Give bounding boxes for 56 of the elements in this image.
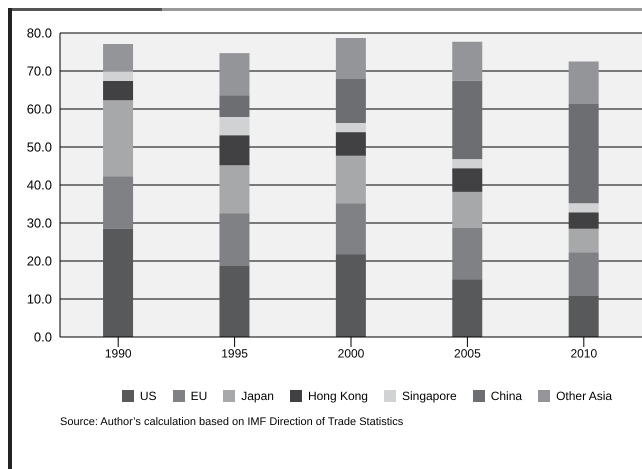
x-tick-label: 1990 xyxy=(104,346,132,361)
bar xyxy=(103,100,134,176)
bar xyxy=(568,104,599,204)
legend-label: EU xyxy=(190,389,208,403)
x-tick-label: 2010 xyxy=(570,346,598,361)
y-tick-label: 30.0 xyxy=(26,216,52,231)
bar xyxy=(452,80,482,160)
bar xyxy=(568,252,599,296)
bar xyxy=(103,176,134,229)
bar xyxy=(452,168,482,192)
bar xyxy=(568,228,599,252)
bar xyxy=(452,42,482,81)
bar xyxy=(452,228,482,280)
bar xyxy=(219,214,250,266)
bar xyxy=(452,279,482,337)
y-tick-label: 0.0 xyxy=(34,330,52,345)
y-tick-label: 50.0 xyxy=(26,140,52,155)
y-tick-label: 40.0 xyxy=(26,178,52,193)
source-note: Source: Author’s calculation based on IMF Direction of Trade Statistics xyxy=(60,416,404,428)
bar xyxy=(103,80,134,100)
x-tick-label: 1995 xyxy=(221,346,248,361)
x-tick-label: 2005 xyxy=(454,346,482,361)
y-tick-label: 80.0 xyxy=(26,26,52,41)
bar xyxy=(336,156,366,204)
bar xyxy=(336,203,366,255)
bar xyxy=(336,78,366,124)
legend-label: US xyxy=(138,389,157,403)
bar xyxy=(568,296,599,337)
legend-label: Japan xyxy=(240,389,274,403)
bar xyxy=(219,53,250,96)
bar xyxy=(219,95,250,117)
legend-label: China xyxy=(490,389,522,403)
bar xyxy=(103,228,134,337)
bar xyxy=(452,159,482,168)
x-tick-label: 2000 xyxy=(338,346,365,361)
y-tick-label: 60.0 xyxy=(26,102,52,117)
bar xyxy=(452,192,482,228)
bar xyxy=(219,135,250,166)
bar xyxy=(103,72,134,81)
bar xyxy=(336,123,366,132)
y-tick-label: 70.0 xyxy=(26,64,52,79)
legend-label: Singapore xyxy=(400,389,457,403)
y-tick-label: 10.0 xyxy=(26,292,52,307)
bar xyxy=(219,165,250,214)
bar xyxy=(568,62,599,104)
bar xyxy=(103,44,134,72)
bar xyxy=(568,212,599,229)
bar xyxy=(336,254,366,337)
bar xyxy=(336,132,366,156)
legend-label: Hong Kong xyxy=(306,389,368,403)
bar xyxy=(336,38,366,79)
y-tick-label: 20.0 xyxy=(26,254,52,269)
legend-label: Other Asia xyxy=(555,389,612,403)
bar xyxy=(568,203,599,212)
bar xyxy=(219,266,250,337)
bar xyxy=(219,116,250,136)
